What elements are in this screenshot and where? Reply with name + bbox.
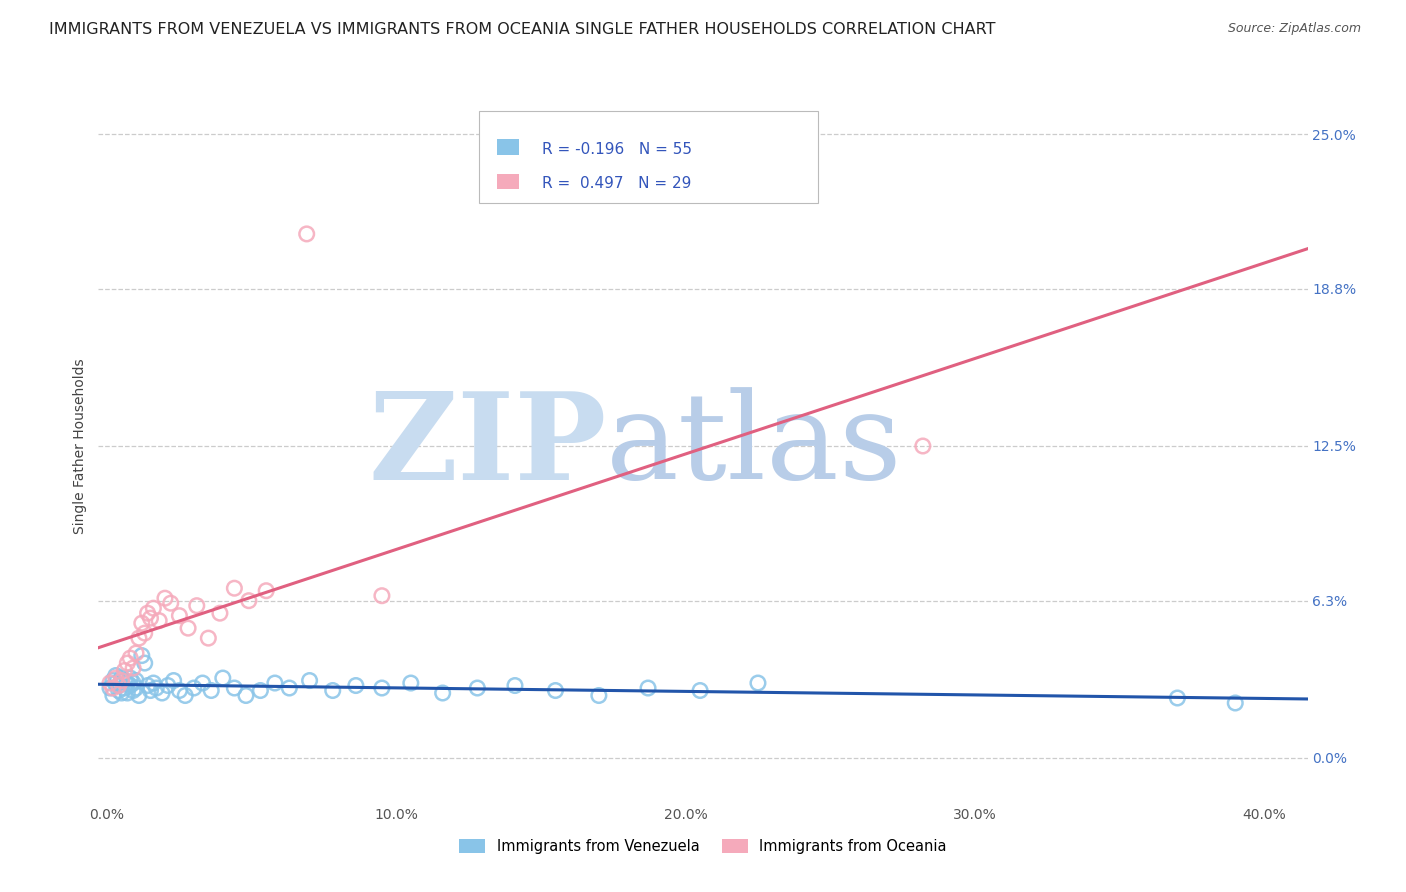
Point: [125, 681, 148, 695]
Point: [322, 683, 344, 698]
Point: [467, 681, 489, 695]
Point: [142, 676, 165, 690]
Point: [134, 626, 156, 640]
Point: [197, 631, 219, 645]
Point: [224, 581, 246, 595]
Point: [117, 686, 139, 700]
FancyBboxPatch shape: [498, 174, 519, 189]
Point: [114, 681, 136, 695]
Point: [110, 673, 132, 688]
Point: [104, 676, 127, 690]
Point: [145, 681, 167, 695]
Point: [208, 606, 231, 620]
Point: [122, 676, 145, 690]
Point: [371, 589, 394, 603]
Point: [1225, 696, 1247, 710]
Point: [134, 656, 156, 670]
Point: [107, 683, 129, 698]
Point: [98, 681, 121, 695]
Point: [544, 683, 567, 698]
Point: [128, 631, 150, 645]
Point: [235, 689, 257, 703]
Text: Source: ZipAtlas.com: Source: ZipAtlas.com: [1227, 22, 1361, 36]
Text: IMMIGRANTS FROM VENEZUELA VS IMMIGRANTS FROM OCEANIA SINGLE FATHER HOUSEHOLDS CO: IMMIGRANTS FROM VENEZUELA VS IMMIGRANTS …: [49, 22, 995, 37]
Point: [120, 679, 142, 693]
Point: [114, 664, 136, 678]
Point: [295, 227, 318, 241]
Point: [174, 689, 197, 703]
Point: [169, 608, 191, 623]
Point: [156, 679, 179, 693]
Point: [371, 681, 394, 695]
Point: [254, 583, 277, 598]
Point: [588, 689, 610, 703]
Point: [139, 683, 162, 698]
Point: [503, 679, 526, 693]
Point: [399, 676, 422, 690]
Point: [169, 683, 191, 698]
Point: [200, 683, 222, 698]
Point: [120, 671, 142, 685]
Point: [98, 676, 121, 690]
Text: R =  0.497   N = 29: R = 0.497 N = 29: [543, 176, 692, 191]
Point: [117, 676, 139, 690]
Point: [162, 673, 184, 688]
Point: [131, 616, 153, 631]
Point: [125, 646, 148, 660]
Point: [104, 671, 127, 685]
Point: [1166, 691, 1188, 706]
Text: atlas: atlas: [606, 387, 903, 505]
Point: [110, 686, 132, 700]
Point: [264, 676, 287, 690]
Text: ZIP: ZIP: [368, 387, 606, 505]
Point: [224, 681, 246, 695]
Point: [637, 681, 659, 695]
Point: [278, 681, 301, 695]
Point: [298, 673, 321, 688]
FancyBboxPatch shape: [479, 111, 818, 203]
Point: [110, 671, 132, 685]
Point: [183, 681, 205, 695]
Point: [191, 676, 214, 690]
Point: [136, 606, 159, 620]
Point: [139, 611, 162, 625]
FancyBboxPatch shape: [498, 139, 519, 155]
Text: R = -0.196   N = 55: R = -0.196 N = 55: [543, 142, 692, 157]
Point: [128, 689, 150, 703]
Point: [150, 686, 173, 700]
Point: [101, 689, 124, 703]
Point: [238, 593, 260, 607]
Point: [432, 686, 454, 700]
Point: [211, 671, 233, 685]
Point: [117, 656, 139, 670]
Point: [344, 679, 367, 693]
Point: [120, 651, 142, 665]
Point: [177, 621, 200, 635]
Point: [159, 596, 181, 610]
Point: [186, 599, 208, 613]
Point: [107, 679, 129, 693]
Point: [249, 683, 271, 698]
Point: [122, 683, 145, 698]
Point: [125, 673, 148, 688]
Point: [689, 683, 711, 698]
Legend: Immigrants from Venezuela, Immigrants from Oceania: Immigrants from Venezuela, Immigrants fr…: [453, 832, 953, 860]
Y-axis label: Single Father Households: Single Father Households: [73, 359, 87, 533]
Point: [101, 673, 124, 688]
Point: [747, 676, 769, 690]
Point: [148, 614, 170, 628]
Point: [142, 601, 165, 615]
Point: [107, 679, 129, 693]
Point: [122, 661, 145, 675]
Point: [101, 681, 124, 695]
Point: [153, 591, 176, 606]
Point: [136, 679, 159, 693]
Point: [114, 673, 136, 688]
Point: [911, 439, 934, 453]
Point: [104, 668, 127, 682]
Point: [131, 648, 153, 663]
